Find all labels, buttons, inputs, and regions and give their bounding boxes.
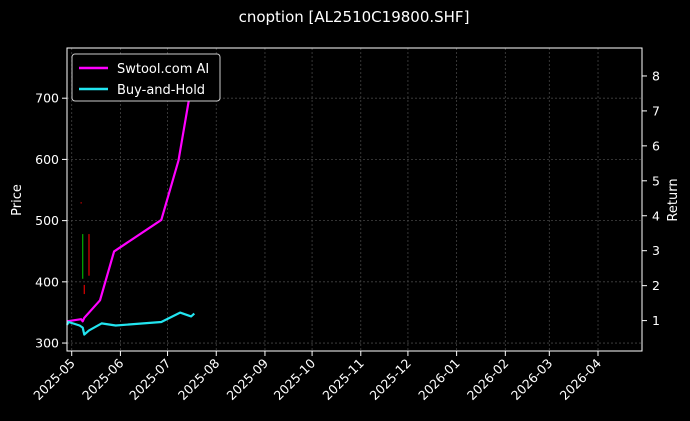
chart-title: cnoption [AL2510C19800.SHF]	[239, 8, 470, 26]
y-right-tick-label-7: 8	[652, 68, 660, 83]
legend-label-buyhold: Buy-and-Hold	[117, 83, 205, 98]
legend-box	[71, 53, 221, 102]
y-left-tick-label-2: 500	[35, 213, 59, 228]
y-right-tick-label-0: 1	[652, 313, 660, 328]
y-axis-left: 300 400 500 600 700	[35, 91, 67, 351]
y-left-tick-label-1: 400	[35, 274, 59, 289]
y-right-tick-label-3: 4	[652, 208, 660, 223]
y-left-tick-label-4: 700	[35, 91, 59, 106]
legend: Swtool.com AI Buy-and-Hold	[71, 53, 221, 102]
series-line-strategy	[66, 63, 196, 323]
series-lines	[66, 63, 196, 336]
y-axis-right-label: Return	[666, 178, 681, 221]
grid	[67, 48, 642, 351]
y-left-tick-label-3: 600	[35, 152, 59, 167]
y-axis-left-label: Price	[10, 184, 25, 216]
y-right-tick-label-5: 6	[652, 138, 660, 153]
price-marks	[80, 202, 90, 295]
y-left-tick-label-0: 300	[35, 336, 59, 351]
y-right-tick-label-1: 2	[652, 278, 660, 293]
plot-frame	[66, 47, 643, 352]
legend-label-strategy: Swtool.com AI	[117, 62, 209, 77]
series-line-buyhold	[66, 311, 196, 336]
y-right-tick-label-6: 7	[652, 103, 660, 118]
y-right-tick-label-2: 3	[652, 243, 660, 258]
y-axis-right: 1 2 3 4 5 6 7 8	[642, 68, 660, 328]
y-right-tick-label-4: 5	[652, 173, 660, 188]
